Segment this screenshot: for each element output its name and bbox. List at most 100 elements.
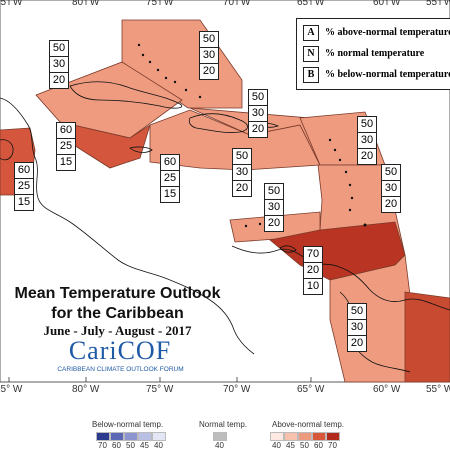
prob-normal: 30 (382, 181, 400, 197)
prob-below: 20 (360, 150, 374, 162)
legend-above-swatch (326, 432, 340, 441)
key-row-normal: N % normal temperature (303, 46, 424, 62)
region-puerto-rico (189, 107, 321, 166)
prob-below: 15 (17, 196, 31, 208)
prob-above: 50 (200, 32, 218, 48)
prob-box-guianas: 50 30 20 (347, 303, 367, 352)
legend-above-tick: 45 (286, 441, 295, 450)
prob-above: 50 (50, 41, 68, 57)
prob-below: 20 (52, 74, 66, 86)
prob-box-cuba: 50 30 20 (49, 40, 69, 89)
prob-below: 20 (251, 123, 265, 135)
region-guiana-east (404, 291, 450, 383)
legend-below-tick: 45 (140, 441, 149, 450)
map-title: Mean Temperature Outlook (14, 285, 221, 302)
prob-box-hispaniola: 50 30 20 (232, 148, 252, 197)
legend-above-swatch (284, 432, 298, 441)
prob-below: 20 (350, 337, 364, 349)
key-letter-above: A (303, 25, 319, 41)
prob-box-puerto-rico: 50 30 20 (248, 89, 268, 138)
prob-box-bahamas: 50 30 20 (199, 31, 219, 80)
longitude-label: 65° W (297, 0, 325, 8)
prob-above: 50 (382, 165, 400, 181)
prob-box-haiti-south: 60 25 15 (160, 154, 180, 203)
prob-below: 15 (59, 156, 73, 168)
prob-normal: 30 (50, 57, 68, 73)
longitude-label: 70° W (223, 0, 251, 8)
legend-below-tick: 50 (126, 441, 135, 450)
legend-key: A % above-normal temperature N % normal te… (296, 18, 450, 90)
prob-normal: 30 (233, 165, 251, 181)
prob-box-leeward-windward: 50 30 20 (381, 164, 401, 213)
longitude-label: 85° W (0, 0, 23, 8)
legend-normal-tick: 40 (215, 441, 224, 450)
prob-below: 20 (384, 198, 398, 210)
legend-below-swatch (124, 432, 138, 441)
prob-box-trinidad: 70 20 10 (303, 246, 323, 295)
key-text-below: % below-normal temperature (325, 69, 450, 80)
longitude-label: 55° W (426, 384, 450, 395)
longitude-label: 60° W (373, 0, 401, 8)
prob-below: 20 (202, 65, 216, 77)
longitude-label: 85° W (0, 384, 23, 395)
legend-above-title: Above-normal temp. (272, 420, 345, 429)
key-letter-normal: N (303, 46, 319, 62)
longitude-label: 75° W (146, 384, 174, 395)
legend-below-title: Below-normal temp. (92, 420, 164, 429)
legend-below-swatch (110, 432, 124, 441)
longitude-label: 70° W (223, 384, 251, 395)
prob-above: 50 (358, 117, 376, 133)
prob-above: 60 (57, 123, 75, 139)
prob-normal: 20 (304, 263, 322, 279)
longitude-label: 55° W (426, 0, 450, 8)
caricof-logo: CariCOF (68, 336, 172, 365)
longitude-label: 80° W (72, 0, 100, 8)
prob-above: 50 (249, 90, 267, 106)
prob-above: 50 (233, 149, 251, 165)
map-subtitle: for the Caribbean (51, 305, 184, 322)
prob-normal: 30 (200, 48, 218, 64)
longitude-label: 60° W (373, 384, 401, 395)
prob-below: 15 (163, 188, 177, 200)
key-text-normal: % normal temperature (325, 48, 425, 59)
prob-normal: 30 (348, 320, 366, 336)
prob-normal: 25 (161, 171, 179, 187)
prob-below: 20 (267, 217, 281, 229)
prob-above: 50 (348, 304, 366, 320)
key-text-above: % above-normal temperature (325, 27, 450, 38)
prob-above: 60 (15, 163, 33, 179)
prob-normal: 25 (15, 179, 33, 195)
prob-normal: 30 (265, 200, 283, 216)
legend-above-swatch (312, 432, 326, 441)
key-letter-below: B (303, 67, 319, 83)
prob-box-belize: 60 25 15 (14, 162, 34, 211)
legend-above-tick: 70 (328, 441, 337, 450)
legend-above-swatch (298, 432, 312, 441)
prob-normal: 30 (358, 133, 376, 149)
key-row-below: B % below-normal temperature (303, 67, 450, 83)
key-row-above: A % above-normal temperature (303, 25, 450, 41)
prob-above: 70 (304, 247, 322, 263)
legend-above-tick: 50 (300, 441, 309, 450)
longitude-label: 75° W (146, 0, 174, 8)
season-label: June - July - August - 2017 (43, 323, 192, 338)
legend-below-swatch (96, 432, 110, 441)
longitude-label: 80° W (72, 384, 100, 395)
prob-normal: 30 (249, 106, 267, 122)
prob-below: 10 (306, 280, 320, 292)
prob-box-jamaica-cayman: 60 25 15 (56, 122, 76, 171)
legend-normal-swatch (213, 432, 227, 441)
legend-above-swatch (270, 432, 284, 441)
legend-below-swatch (152, 432, 166, 441)
prob-box-abc-islands: 50 30 20 (264, 183, 284, 232)
longitude-label: 65° W (297, 384, 325, 395)
legend-below-tick: 70 (98, 441, 107, 450)
prob-box-virgin-islands: 50 30 20 (357, 116, 377, 165)
prob-above: 50 (265, 184, 283, 200)
legend-below-tick: 40 (154, 441, 163, 450)
legend-normal-title: Normal temp. (199, 420, 248, 429)
legend-below-swatch (138, 432, 152, 441)
caricof-tagline: CARIBBEAN CLIMATE OUTLOOK FORUM (57, 366, 184, 373)
legend-above-tick: 60 (314, 441, 323, 450)
legend-below-tick: 60 (112, 441, 121, 450)
